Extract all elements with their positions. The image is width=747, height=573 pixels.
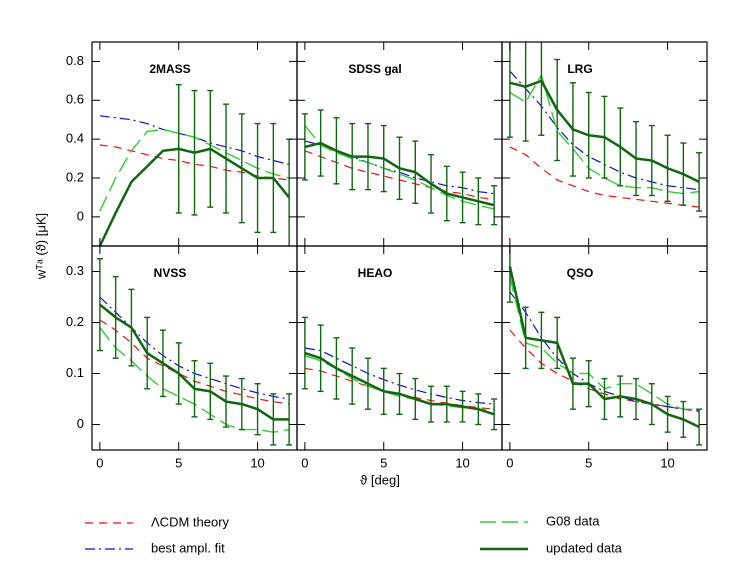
legend-label: G08 data <box>546 513 600 528</box>
series-line <box>509 146 700 208</box>
panel <box>506 246 703 446</box>
panel-title: 2MASS <box>149 62 190 76</box>
y-tick-label: 0.8 <box>66 53 84 68</box>
panel <box>98 84 293 246</box>
x-tick-label: 0 <box>506 455 513 470</box>
y-tick-label: 0.2 <box>66 314 84 329</box>
y-tick-label: 0 <box>77 416 84 431</box>
x-tick-label: 10 <box>455 455 469 470</box>
panel-title: SDSS gal <box>348 62 401 76</box>
panel <box>301 109 498 226</box>
x-axis-label: ϑ [deg] <box>360 472 400 487</box>
panel-title: LRG <box>567 62 592 76</box>
y-tick-label: 0.4 <box>66 131 84 146</box>
x-tick-label: 10 <box>250 455 264 470</box>
panel <box>301 316 498 431</box>
x-tick-label: 0 <box>96 455 103 470</box>
x-tick-label: 10 <box>660 455 674 470</box>
panel <box>506 42 703 212</box>
x-tick-label: 5 <box>380 455 387 470</box>
legend-label: best ampl. fit <box>151 540 225 555</box>
panel-frame <box>91 245 298 451</box>
panel-title: NVSS <box>154 266 187 280</box>
y-axis-label: wᵀᵃ (ϑ) [μK] <box>33 213 48 280</box>
panel-title: QSO <box>567 266 594 280</box>
panel <box>96 258 293 446</box>
legend-label: updated data <box>546 540 623 555</box>
y-tick-label: 0.2 <box>66 169 84 184</box>
x-tick-label: 5 <box>175 455 182 470</box>
panel-frame <box>296 245 503 451</box>
x-tick-label: 5 <box>585 455 592 470</box>
legend-label: ΛCDM theory <box>151 514 230 529</box>
y-tick-label: 0.1 <box>66 365 84 380</box>
panel-frame <box>501 245 708 451</box>
y-tick-label: 0 <box>77 208 84 223</box>
panel-title: HEAO <box>358 266 393 280</box>
y-tick-label: 0.6 <box>66 92 84 107</box>
x-tick-label: 0 <box>301 455 308 470</box>
y-tick-label: 0.3 <box>66 263 84 278</box>
